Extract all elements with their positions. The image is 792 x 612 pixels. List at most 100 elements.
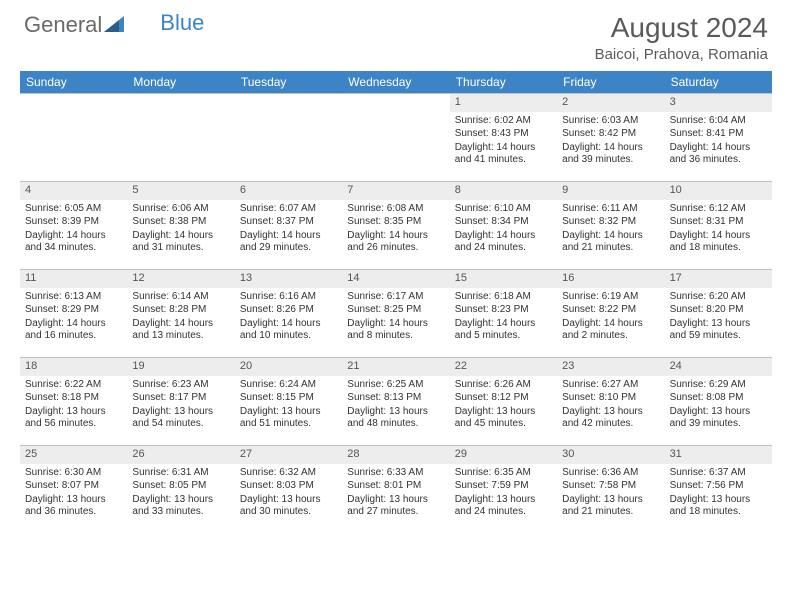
daylight-line: Daylight: 14 hours and 41 minutes. <box>455 142 552 167</box>
day-number: 16 <box>557 270 664 288</box>
day-content: Sunrise: 6:03 AMSunset: 8:42 PMDaylight:… <box>557 112 664 173</box>
day-content: Sunrise: 6:16 AMSunset: 8:26 PMDaylight:… <box>235 288 342 349</box>
sunrise-line: Sunrise: 6:33 AM <box>347 467 444 480</box>
day-content: Sunrise: 6:04 AMSunset: 8:41 PMDaylight:… <box>665 112 772 173</box>
calendar-cell: 9Sunrise: 6:11 AMSunset: 8:32 PMDaylight… <box>557 181 664 269</box>
day-content: Sunrise: 6:36 AMSunset: 7:58 PMDaylight:… <box>557 464 664 525</box>
sunset-line: Sunset: 8:38 PM <box>132 216 229 229</box>
day-content: Sunrise: 6:33 AMSunset: 8:01 PMDaylight:… <box>342 464 449 525</box>
day-number: 26 <box>127 446 234 464</box>
calendar-cell: 29Sunrise: 6:35 AMSunset: 7:59 PMDayligh… <box>450 445 557 533</box>
daylight-line: Daylight: 14 hours and 16 minutes. <box>25 318 122 343</box>
logo: General Blue <box>24 12 204 38</box>
calendar-cell: 8Sunrise: 6:10 AMSunset: 8:34 PMDaylight… <box>450 181 557 269</box>
calendar-cell: 13Sunrise: 6:16 AMSunset: 8:26 PMDayligh… <box>235 269 342 357</box>
sunrise-line: Sunrise: 6:19 AM <box>562 291 659 304</box>
day-content: Sunrise: 6:25 AMSunset: 8:13 PMDaylight:… <box>342 376 449 437</box>
daylight-line: Daylight: 14 hours and 24 minutes. <box>455 230 552 255</box>
calendar-cell: 23Sunrise: 6:27 AMSunset: 8:10 PMDayligh… <box>557 357 664 445</box>
day-content: Sunrise: 6:27 AMSunset: 8:10 PMDaylight:… <box>557 376 664 437</box>
daylight-line: Daylight: 13 hours and 54 minutes. <box>132 406 229 431</box>
calendar-cell: 3Sunrise: 6:04 AMSunset: 8:41 PMDaylight… <box>665 93 772 181</box>
sunset-line: Sunset: 8:28 PM <box>132 304 229 317</box>
day-number: 3 <box>665 94 772 112</box>
sunset-line: Sunset: 8:13 PM <box>347 392 444 405</box>
day-number: 18 <box>20 358 127 376</box>
sunrise-line: Sunrise: 6:05 AM <box>25 203 122 216</box>
day-number: 11 <box>20 270 127 288</box>
daylight-line: Daylight: 13 hours and 33 minutes. <box>132 494 229 519</box>
day-content: Sunrise: 6:14 AMSunset: 8:28 PMDaylight:… <box>127 288 234 349</box>
calendar-cell-blank <box>127 93 234 181</box>
daylight-line: Daylight: 14 hours and 5 minutes. <box>455 318 552 343</box>
sunrise-line: Sunrise: 6:13 AM <box>25 291 122 304</box>
sunset-line: Sunset: 8:39 PM <box>25 216 122 229</box>
day-number: 7 <box>342 182 449 200</box>
sunrise-line: Sunrise: 6:16 AM <box>240 291 337 304</box>
day-content: Sunrise: 6:11 AMSunset: 8:32 PMDaylight:… <box>557 200 664 261</box>
calendar-cell: 21Sunrise: 6:25 AMSunset: 8:13 PMDayligh… <box>342 357 449 445</box>
day-content: Sunrise: 6:20 AMSunset: 8:20 PMDaylight:… <box>665 288 772 349</box>
day-content: Sunrise: 6:32 AMSunset: 8:03 PMDaylight:… <box>235 464 342 525</box>
sunset-line: Sunset: 8:31 PM <box>670 216 767 229</box>
sunrise-line: Sunrise: 6:11 AM <box>562 203 659 216</box>
sunrise-line: Sunrise: 6:12 AM <box>670 203 767 216</box>
sunset-line: Sunset: 8:18 PM <box>25 392 122 405</box>
weekday-saturday: Saturday <box>665 71 772 93</box>
day-number: 17 <box>665 270 772 288</box>
calendar-cell: 17Sunrise: 6:20 AMSunset: 8:20 PMDayligh… <box>665 269 772 357</box>
sunset-line: Sunset: 7:58 PM <box>562 480 659 493</box>
sunrise-line: Sunrise: 6:04 AM <box>670 115 767 128</box>
daylight-line: Daylight: 13 hours and 39 minutes. <box>670 406 767 431</box>
day-number: 31 <box>665 446 772 464</box>
daylight-line: Daylight: 14 hours and 8 minutes. <box>347 318 444 343</box>
daylight-line: Daylight: 14 hours and 13 minutes. <box>132 318 229 343</box>
sunset-line: Sunset: 8:41 PM <box>670 128 767 141</box>
sunset-line: Sunset: 8:10 PM <box>562 392 659 405</box>
sunset-line: Sunset: 8:23 PM <box>455 304 552 317</box>
sunset-line: Sunset: 8:25 PM <box>347 304 444 317</box>
sunset-line: Sunset: 8:15 PM <box>240 392 337 405</box>
day-number: 12 <box>127 270 234 288</box>
sunrise-line: Sunrise: 6:08 AM <box>347 203 444 216</box>
sunset-line: Sunset: 8:07 PM <box>25 480 122 493</box>
sunrise-line: Sunrise: 6:23 AM <box>132 379 229 392</box>
day-number: 1 <box>450 94 557 112</box>
sunset-line: Sunset: 7:59 PM <box>455 480 552 493</box>
weekday-monday: Monday <box>127 71 234 93</box>
daylight-line: Daylight: 13 hours and 24 minutes. <box>455 494 552 519</box>
calendar-cell: 15Sunrise: 6:18 AMSunset: 8:23 PMDayligh… <box>450 269 557 357</box>
day-content: Sunrise: 6:24 AMSunset: 8:15 PMDaylight:… <box>235 376 342 437</box>
calendar-cell: 24Sunrise: 6:29 AMSunset: 8:08 PMDayligh… <box>665 357 772 445</box>
sunset-line: Sunset: 8:20 PM <box>670 304 767 317</box>
day-content: Sunrise: 6:05 AMSunset: 8:39 PMDaylight:… <box>20 200 127 261</box>
sunrise-line: Sunrise: 6:37 AM <box>670 467 767 480</box>
day-content: Sunrise: 6:17 AMSunset: 8:25 PMDaylight:… <box>342 288 449 349</box>
sunset-line: Sunset: 8:12 PM <box>455 392 552 405</box>
sunset-line: Sunset: 8:01 PM <box>347 480 444 493</box>
sunset-line: Sunset: 8:32 PM <box>562 216 659 229</box>
calendar-cell: 11Sunrise: 6:13 AMSunset: 8:29 PMDayligh… <box>20 269 127 357</box>
logo-word1: General <box>24 12 102 38</box>
calendar-cell: 14Sunrise: 6:17 AMSunset: 8:25 PMDayligh… <box>342 269 449 357</box>
day-number: 30 <box>557 446 664 464</box>
sunrise-line: Sunrise: 6:02 AM <box>455 115 552 128</box>
daylight-line: Daylight: 14 hours and 2 minutes. <box>562 318 659 343</box>
sunrise-line: Sunrise: 6:06 AM <box>132 203 229 216</box>
sunrise-line: Sunrise: 6:26 AM <box>455 379 552 392</box>
sunset-line: Sunset: 7:56 PM <box>670 480 767 493</box>
daylight-line: Daylight: 13 hours and 42 minutes. <box>562 406 659 431</box>
sunrise-line: Sunrise: 6:22 AM <box>25 379 122 392</box>
calendar-cell: 16Sunrise: 6:19 AMSunset: 8:22 PMDayligh… <box>557 269 664 357</box>
daylight-line: Daylight: 13 hours and 18 minutes. <box>670 494 767 519</box>
calendar-cell: 12Sunrise: 6:14 AMSunset: 8:28 PMDayligh… <box>127 269 234 357</box>
page-title: August 2024 <box>595 12 768 44</box>
sunrise-line: Sunrise: 6:07 AM <box>240 203 337 216</box>
sunrise-line: Sunrise: 6:29 AM <box>670 379 767 392</box>
location-label: Baicoi, Prahova, Romania <box>595 46 768 63</box>
weekday-friday: Friday <box>557 71 664 93</box>
sunrise-line: Sunrise: 6:32 AM <box>240 467 337 480</box>
day-content: Sunrise: 6:30 AMSunset: 8:07 PMDaylight:… <box>20 464 127 525</box>
weekday-wednesday: Wednesday <box>342 71 449 93</box>
sunset-line: Sunset: 8:17 PM <box>132 392 229 405</box>
